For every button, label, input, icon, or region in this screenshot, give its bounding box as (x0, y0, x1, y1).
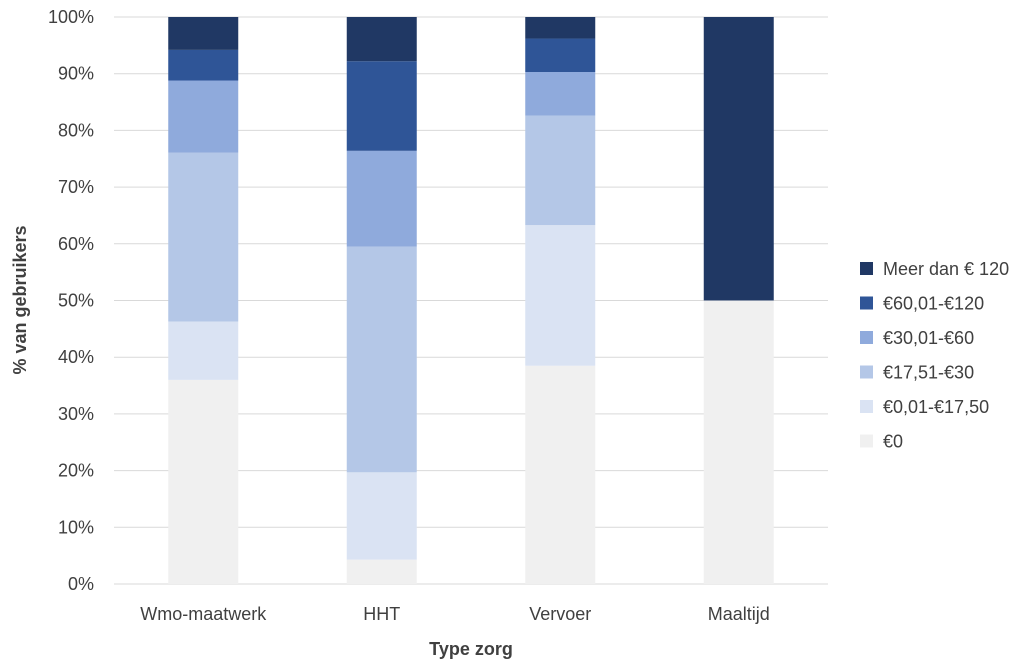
y-tick-label: 0% (68, 574, 94, 594)
bar-segment (525, 225, 596, 366)
y-tick-label: 50% (58, 291, 94, 311)
x-tick-label: HHT (363, 604, 400, 624)
bar-segment (346, 17, 417, 62)
legend-label: €30,01-€60 (883, 328, 974, 348)
legend-label: €0,01-€17,50 (883, 397, 989, 417)
y-tick-label: 100% (48, 7, 94, 27)
bar-segment (346, 150, 417, 247)
bar-segment (525, 17, 596, 39)
y-tick-label: 10% (58, 517, 94, 537)
legend-swatch (860, 434, 873, 448)
legend: Meer dan € 120 €60,01-€120 €30,01-€60 €17,5… (860, 259, 1009, 452)
bar-segment (346, 472, 417, 560)
x-axis-ticks: Wmo-maatwerk HHT Vervoer Maaltijd (140, 604, 770, 624)
y-tick-label: 80% (58, 120, 94, 140)
bar-segment (525, 115, 596, 226)
legend-swatch (860, 400, 873, 413)
y-tick-label: 90% (58, 64, 94, 84)
y-tick-label: 40% (58, 347, 94, 367)
bar-segment (703, 17, 774, 301)
legend-swatch (860, 331, 873, 344)
bar-segment (168, 379, 239, 584)
bar-segment (703, 300, 774, 584)
legend-swatch (860, 365, 873, 379)
y-tick-label: 70% (58, 177, 94, 197)
bar-segment (168, 80, 239, 153)
x-tick-label: Wmo-maatwerk (140, 604, 267, 624)
bar-stacks (168, 17, 774, 584)
bar-segment (168, 17, 239, 50)
legend-label: Meer dan € 120 (883, 259, 1009, 279)
bar-segment (525, 71, 596, 116)
bar-segment (168, 321, 239, 380)
bar-segment (346, 61, 417, 151)
bar-segment (168, 49, 239, 81)
x-tick-label: Vervoer (529, 604, 591, 624)
y-tick-label: 30% (58, 404, 94, 424)
legend-swatch (860, 262, 873, 275)
legend-label: €0 (883, 432, 903, 452)
bar-segment (346, 246, 417, 473)
x-tick-label: Maaltijd (708, 604, 770, 624)
legend-label: €17,51-€30 (883, 363, 974, 383)
bar-segment (525, 38, 596, 72)
y-axis-ticks: 0% 10% 20% 30% 40% 50% 60% 70% 80% 90% 100% (48, 7, 94, 594)
legend-label: €60,01-€120 (883, 294, 984, 314)
bar-segment (168, 152, 239, 322)
x-axis-title: Type zorg (429, 639, 513, 659)
y-axis-title: % van gebruikers (10, 225, 30, 374)
y-tick-label: 20% (58, 461, 94, 481)
bar-segment (525, 365, 596, 584)
bar-segment (346, 559, 417, 584)
y-tick-label: 60% (58, 234, 94, 254)
legend-swatch (860, 296, 873, 310)
